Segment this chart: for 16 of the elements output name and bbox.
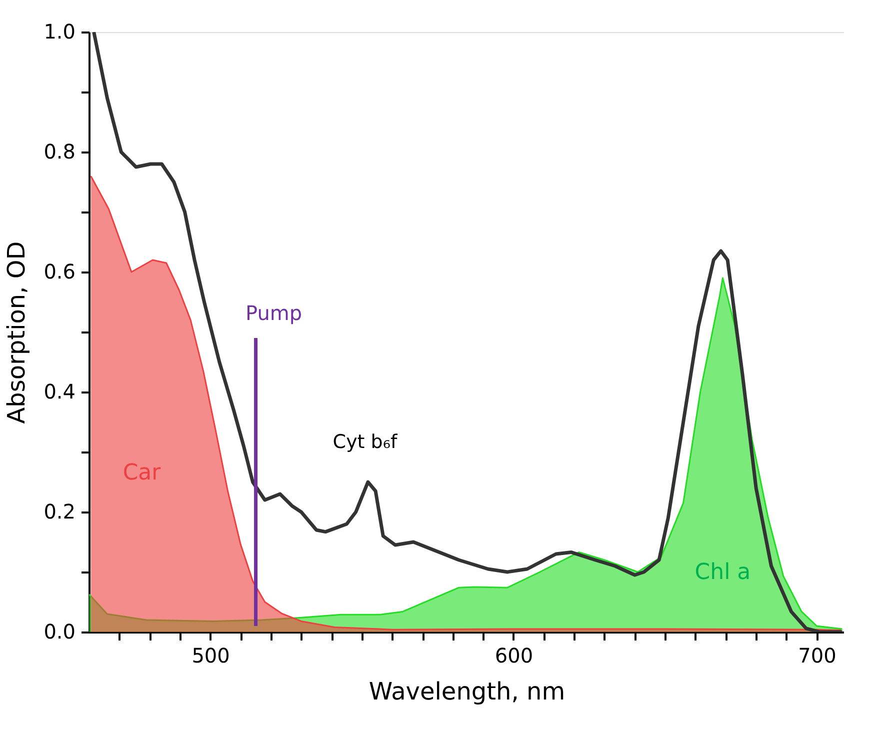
x-tick-label: 600 xyxy=(494,644,534,668)
series-label: Pump xyxy=(245,301,302,325)
x-tick-label: 500 xyxy=(192,644,230,668)
series-label: Car xyxy=(122,460,162,486)
y-tick-label: 0.0 xyxy=(44,620,76,644)
y-tick-label: 0.4 xyxy=(44,380,76,404)
y-axis-title: Absorption, OD xyxy=(2,241,31,424)
y-tick-label: 0.2 xyxy=(44,500,76,524)
y-tick-label: 0.8 xyxy=(44,140,76,164)
x-tick-label: 700 xyxy=(798,644,836,668)
y-tick-label: 1.0 xyxy=(44,20,76,44)
y-tick-label: 0.6 xyxy=(44,260,76,284)
x-axis-title: Wavelength, nm xyxy=(368,678,566,706)
annotation: Cyt b₆f xyxy=(332,431,398,453)
series-label: Chl a xyxy=(694,560,751,585)
line-series xyxy=(92,32,844,632)
